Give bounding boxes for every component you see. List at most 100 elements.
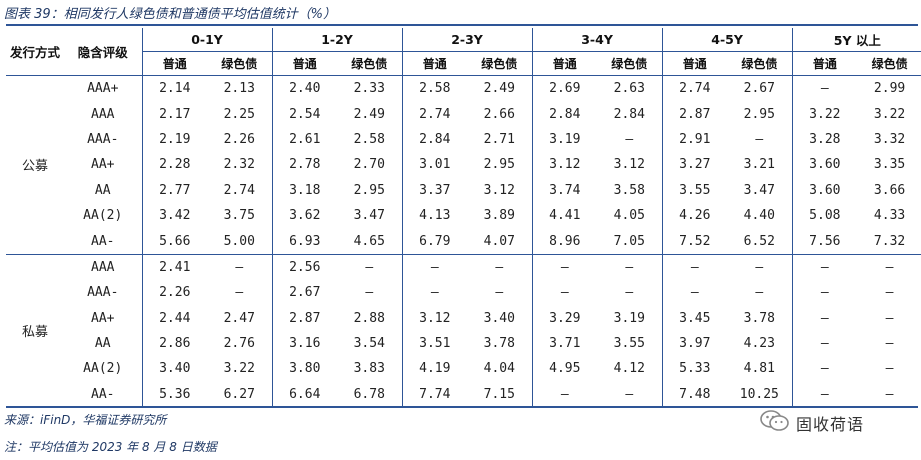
green-value-cell: 2.84 [613, 106, 645, 122]
green-value-cell: 3.78 [483, 336, 515, 352]
green-value-cell: 2.49 [467, 75, 533, 102]
green-value-cell: 2.58 [353, 131, 385, 147]
green-value-cell: 2.26 [223, 131, 255, 147]
green-value-cell: – [885, 386, 894, 402]
ordinary-value-cell: 3.28 [791, 126, 858, 153]
table-body: 公募 AAA+ 2.14 2.13 2.40 2.33 2.58 2.49 2.69 2.63 2.… [6, 75, 921, 408]
ordinary-value-cell: – [791, 75, 858, 102]
ordinary-value-cell: 2.77 [141, 177, 207, 203]
green-value-cell: 3.83 [353, 361, 385, 377]
green-value-cell: – [755, 131, 764, 147]
ordinary-value-cell: 5.33 [661, 356, 728, 382]
table-row: AA(2) 3.40 3.22 3.80 3.83 4.19 4.04 4.95 4.12 5.3… [6, 356, 921, 382]
ordinary-value-cell: – [791, 305, 858, 331]
ordinary-value-cell: 7.48 [661, 381, 728, 408]
tenor-header: 4-5Y [661, 28, 793, 52]
ordinary-value-cell: 2.74 [661, 75, 728, 102]
green-value-cell: – [365, 285, 374, 301]
green-value-cell: 2.49 [353, 106, 385, 122]
ordinary-value-cell: 3.37 [401, 177, 468, 203]
ordinary-value-cell: – [531, 253, 598, 281]
rating-cell: AAA [64, 253, 142, 281]
ordinary-value-cell: 3.60 [791, 177, 858, 203]
subheader-green: 绿色债 [597, 51, 663, 76]
rating-cell: AA [94, 336, 111, 352]
green-value-cell: 2.67 [727, 75, 793, 102]
ordinary-value-cell: 2.87 [271, 305, 338, 331]
brand-name: 固收荷语 [796, 415, 865, 434]
green-value-cell: 3.55 [613, 336, 645, 352]
green-value-cell: 2.66 [483, 106, 515, 122]
ordinary-value-cell: 2.17 [141, 101, 207, 127]
tenor-header: 2-3Y [401, 28, 533, 52]
green-value-cell: – [625, 131, 634, 147]
ordinary-value-cell: 2.61 [271, 126, 338, 153]
rating-cell: AA+ [91, 157, 115, 173]
subheader-ordinary: 普通 [791, 51, 858, 76]
tenor-header: 5Y 以上 [791, 28, 921, 52]
table-row: AA 2.77 2.74 3.18 2.95 3.37 3.12 3.74 3.58 3.55 3.… [6, 177, 921, 203]
rating-cell: AA(2) [83, 361, 123, 377]
green-value-cell: 2.95 [353, 182, 385, 198]
rating-cell: AA+ [91, 310, 115, 326]
ordinary-value-cell: 3.19 [531, 126, 598, 153]
green-value-cell: – [885, 310, 894, 326]
rating-cell: AA- [91, 233, 115, 249]
green-value-cell: – [885, 285, 894, 301]
ordinary-value-cell: 2.58 [401, 75, 468, 102]
green-value-cell: – [597, 253, 663, 281]
green-value-cell: – [337, 253, 403, 281]
green-value-cell: 2.32 [223, 157, 255, 173]
subheader-green: 绿色债 [467, 51, 533, 76]
ordinary-value-cell: 3.51 [401, 330, 468, 357]
green-value-cell: 4.65 [353, 233, 385, 249]
green-value-cell: 3.40 [483, 310, 515, 326]
green-value-cell: 4.33 [873, 208, 906, 224]
table-row: 私募 AAA 2.41–2.56– – – – – – – – – [6, 253, 921, 408]
subheader-ordinary: 普通 [271, 51, 338, 76]
ordinary-value-cell: 2.74 [401, 101, 468, 127]
green-value-cell: 2.13 [207, 75, 273, 102]
green-value-cell: 3.78 [743, 310, 775, 326]
rating-cell: AA(2) [83, 208, 123, 224]
table-row: AA(2) 3.42 3.75 3.62 3.47 4.13 3.89 4.41 4.05 4.2… [6, 202, 921, 229]
green-value-cell: – [857, 253, 921, 281]
green-value-cell: 3.12 [613, 157, 645, 173]
green-value-cell: – [727, 253, 793, 281]
green-value-cell: 3.32 [873, 131, 906, 147]
green-value-cell: 2.33 [337, 75, 403, 102]
rating-cell: AAA- [87, 131, 119, 147]
bottom-rule [6, 406, 918, 408]
green-value-cell: – [625, 386, 634, 402]
subheader-ordinary: 普通 [531, 51, 598, 76]
source-note: 来源：iFinD，华福证券研究所 [4, 413, 167, 427]
ordinary-value-cell: 4.26 [661, 202, 728, 229]
tenor-header: 3-4Y [531, 28, 663, 52]
green-value-cell: 3.19 [613, 310, 645, 326]
ordinary-value-cell: 3.18 [271, 177, 338, 203]
ordinary-value-cell: – [661, 253, 728, 281]
table-row: AA+ 2.28 2.32 2.78 2.70 3.01 2.95 3.12 3.12 3.27 3… [6, 152, 921, 178]
green-value-cell: 4.04 [483, 361, 515, 377]
table-row: AA 2.86 2.76 3.16 3.54 3.51 3.78 3.71 3.55 3.97 4.… [6, 330, 921, 357]
ordinary-value-cell: 2.40 [271, 75, 338, 102]
green-value-cell: 2.63 [597, 75, 663, 102]
ordinary-value-cell: – [791, 253, 858, 281]
green-value-cell: 3.21 [743, 157, 775, 173]
ordinary-value-cell: 3.12 [401, 305, 468, 331]
ordinary-value-cell: 3.12 [531, 152, 598, 178]
ordinary-value-cell: 3.97 [661, 330, 728, 357]
ordinary-value-cell: 3.22 [791, 101, 858, 127]
tenor-header: 1-2Y [271, 28, 403, 52]
ordinary-value-cell: 3.60 [791, 152, 858, 178]
green-value-cell: 6.27 [223, 386, 255, 402]
ordinary-value-cell: 3.71 [531, 330, 598, 357]
ordinary-value-cell: 3.42 [141, 202, 207, 229]
green-value-cell: 3.89 [483, 208, 515, 224]
ordinary-value-cell: – [401, 253, 468, 281]
ordinary-value-cell: 7.52 [661, 228, 728, 255]
green-value-cell: 4.23 [743, 336, 775, 352]
ordinary-value-cell: 5.36 [141, 381, 207, 408]
ordinary-value-cell: 8.96 [531, 228, 598, 255]
green-value-cell: – [755, 285, 764, 301]
